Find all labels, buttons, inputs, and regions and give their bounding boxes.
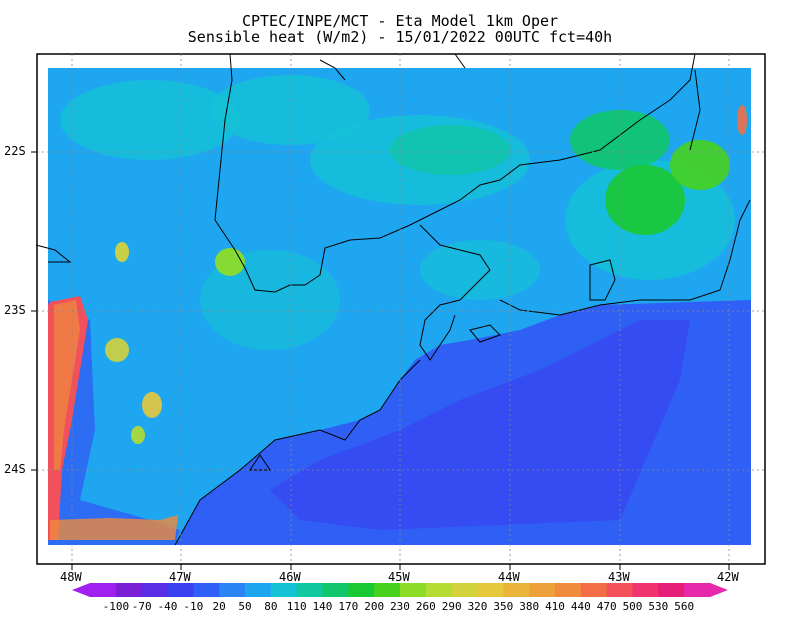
- colorbar-max-arrow: [710, 583, 728, 597]
- colorbar-swatch: [296, 583, 323, 597]
- colorbar-tick-label: 320: [467, 600, 488, 613]
- colorbar-tick-label: -40: [157, 600, 178, 613]
- colorbar-swatch: [245, 583, 272, 597]
- colorbar-swatch: [115, 583, 143, 597]
- colorbar-swatch: [425, 583, 453, 597]
- lon-label-48w: 48W: [60, 570, 82, 584]
- colorbar-tick-label: 140: [312, 600, 333, 613]
- colorbar-swatch: [322, 583, 349, 597]
- colorbar-swatch: [451, 583, 478, 597]
- boundaries: [35, 53, 751, 546]
- colorbar-swatch: [529, 583, 556, 597]
- lon-label-43w: 43W: [608, 570, 630, 584]
- colorbar-tick-label: 200: [364, 600, 385, 613]
- colorbar-swatch: [684, 583, 711, 597]
- colorbar-tick-label: -10: [183, 600, 204, 613]
- colorbar-swatch: [580, 583, 608, 597]
- lat-label-23s: 23S: [4, 303, 26, 317]
- colorbar-min-arrow: [72, 583, 90, 597]
- colorbar-swatch: [606, 583, 633, 597]
- lon-label-44w: 44W: [498, 570, 520, 584]
- colorbar-tick-label: -70: [131, 600, 152, 613]
- map-subtitle: Sensible heat (W/m2) - 15/01/2022 00UTC …: [187, 28, 613, 46]
- lon-label-47w: 47W: [169, 570, 191, 584]
- colorbar-tick-label: 560: [674, 600, 695, 613]
- colorbar-tick-label: 410: [545, 600, 565, 613]
- lon-label-45w: 45W: [388, 570, 410, 584]
- colorbar-tick-label: -100: [102, 600, 130, 613]
- ocean-core: [270, 320, 690, 530]
- lat-label-24s: 24S: [4, 462, 26, 476]
- colorbar-tick-label: 260: [415, 600, 436, 613]
- colorbar: [72, 583, 728, 597]
- colorbar-swatch: [270, 583, 298, 597]
- map-title: CPTEC/INPE/MCT - Eta Model 1km Oper: [241, 12, 559, 30]
- lon-label-46w: 46W: [279, 570, 301, 584]
- colorbar-tick-label: 20: [212, 600, 226, 613]
- colorbar-tick-label: 530: [648, 600, 669, 613]
- lon-label-42w: 42W: [717, 570, 739, 584]
- colorbar-swatch: [167, 583, 194, 597]
- colorbar-tick-label: 230: [390, 600, 410, 613]
- colorbar-swatch: [477, 583, 504, 597]
- colorbar-tick-label: 110: [286, 600, 307, 613]
- colorbar-swatch: [141, 583, 168, 597]
- colorbar-swatch: [400, 583, 427, 597]
- high-value-patches: [105, 105, 747, 444]
- tick-marks: [31, 151, 730, 570]
- colorbar-swatch: [90, 583, 117, 597]
- colorbar-tick-label: 50: [238, 600, 252, 613]
- colorbar-tick-label: 170: [338, 600, 359, 613]
- colorbar-tick-label: 380: [519, 600, 540, 613]
- colorbar-swatch: [219, 583, 246, 597]
- lat-label-22s: 22S: [4, 144, 26, 158]
- colorbar-tick-label: 350: [493, 600, 514, 613]
- graticule: [37, 54, 765, 564]
- colorbar-swatch: [658, 583, 685, 597]
- colorbar-tick-label: 470: [596, 600, 617, 613]
- colorbar-tick-label: 440: [570, 600, 591, 613]
- colorbar-swatch: [555, 583, 582, 597]
- colorbar-swatch: [193, 583, 220, 597]
- colorbar-tick-label: 80: [264, 600, 278, 613]
- colorbar-swatch: [503, 583, 530, 597]
- colorbar-swatch: [632, 583, 659, 597]
- colorbar-swatch: [348, 583, 375, 597]
- colorbar-swatch: [374, 583, 401, 597]
- colorbar-tick-label: 500: [622, 600, 643, 613]
- colorbar-tick-label: 290: [441, 600, 462, 613]
- hot-strip-south: [50, 515, 178, 540]
